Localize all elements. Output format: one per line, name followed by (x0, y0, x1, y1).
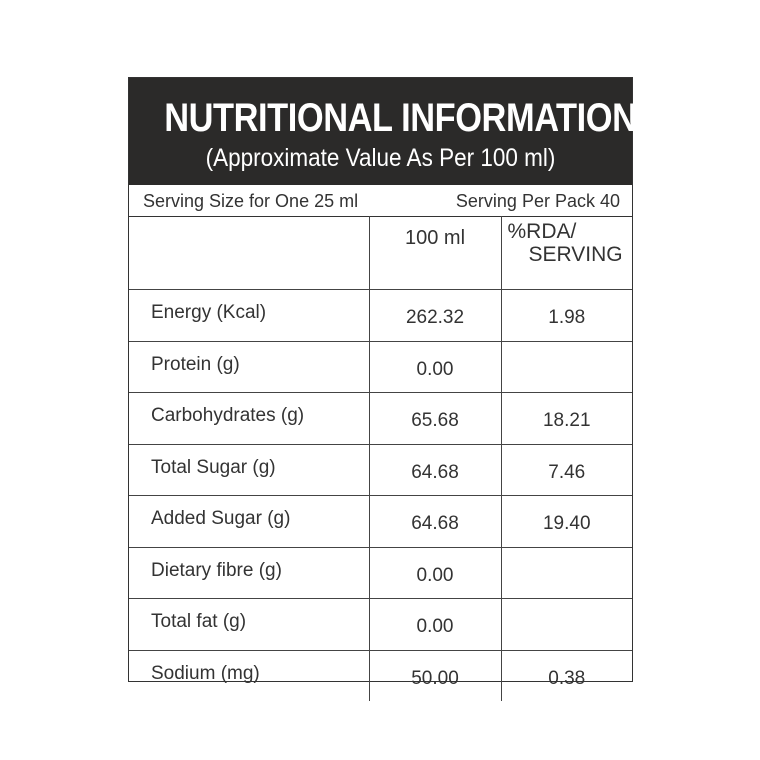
table-row: Carbohydrates (g) 65.68 18.21 (129, 392, 632, 444)
table-row: Protein (g) 0.00 (129, 340, 632, 393)
header-100ml: 100 ml (368, 216, 501, 290)
table-row: Energy (Kcal) 262.32 1.98 (129, 289, 632, 341)
header-blank-cell (129, 216, 369, 290)
nutrition-table: 100 ml %RDA/ SERVING Energy (Kcal) 262.3… (129, 216, 632, 701)
header-rda: %RDA/ SERVING (500, 216, 632, 290)
nutrition-label: NUTRITIONAL INFORMATION (Approximate Val… (128, 77, 637, 701)
nutrient-name: Protein (g) (151, 353, 240, 375)
nutrient-name: Carbohydrates (g) (151, 405, 305, 427)
nutrient-per100: 65.68 (411, 410, 459, 432)
nutrient-per100: 64.68 (411, 513, 459, 535)
nutrient-per100: 0.00 (416, 616, 454, 638)
table-row: Dietary fibre (g) 0.00 (129, 546, 632, 599)
table-header-row: 100 ml %RDA/ SERVING (129, 216, 632, 290)
header-rda-line1: %RDA/ (507, 220, 577, 243)
nutrient-name: Sodium (mg) (151, 662, 260, 684)
nutrient-name: Added Sugar (g) (151, 508, 291, 530)
table-row: Total fat (g) 0.00 (129, 598, 632, 650)
nutrient-rda: 7.46 (548, 461, 586, 483)
label-subtitle: (Approximate Value As Per 100 ml) (205, 144, 556, 172)
serving-per-pack-text: Serving Per Pack 40 (455, 191, 620, 211)
table-row: Sodium (mg) 50.00 0.38 (129, 649, 632, 701)
header-rda-line2: SERVING (528, 243, 623, 266)
nutrient-per100: 262.32 (405, 307, 465, 329)
nutrient-per100: 50.00 (411, 667, 459, 689)
nutrient-per100: 0.00 (416, 358, 454, 380)
nutrient-rda: 0.38 (548, 667, 586, 689)
nutrient-rda: 19.40 (542, 513, 591, 535)
nutrient-per100: 0.00 (416, 564, 454, 586)
nutrient-name: Total fat (g) (151, 611, 247, 633)
nutrient-name: Energy (Kcal) (151, 302, 267, 324)
table-row: Added Sugar (g) 64.68 19.40 (129, 495, 632, 547)
nutrient-name: Dietary fibre (g) (151, 559, 282, 581)
nutrient-rda: 18.21 (542, 410, 591, 432)
table-row: Total Sugar (g) 64.68 7.46 (129, 443, 632, 496)
label-header: NUTRITIONAL INFORMATION (Approximate Val… (129, 78, 637, 185)
serving-size-text: Serving Size for One 25 ml (143, 191, 359, 211)
nutrient-per100: 64.68 (411, 461, 459, 483)
serving-info-row: Serving Size for One 25 ml Serving Per P… (129, 185, 632, 217)
nutrient-name: Total Sugar (g) (151, 456, 276, 478)
label-title: NUTRITIONAL INFORMATION (164, 96, 637, 140)
nutrient-rda: 1.98 (548, 307, 586, 329)
